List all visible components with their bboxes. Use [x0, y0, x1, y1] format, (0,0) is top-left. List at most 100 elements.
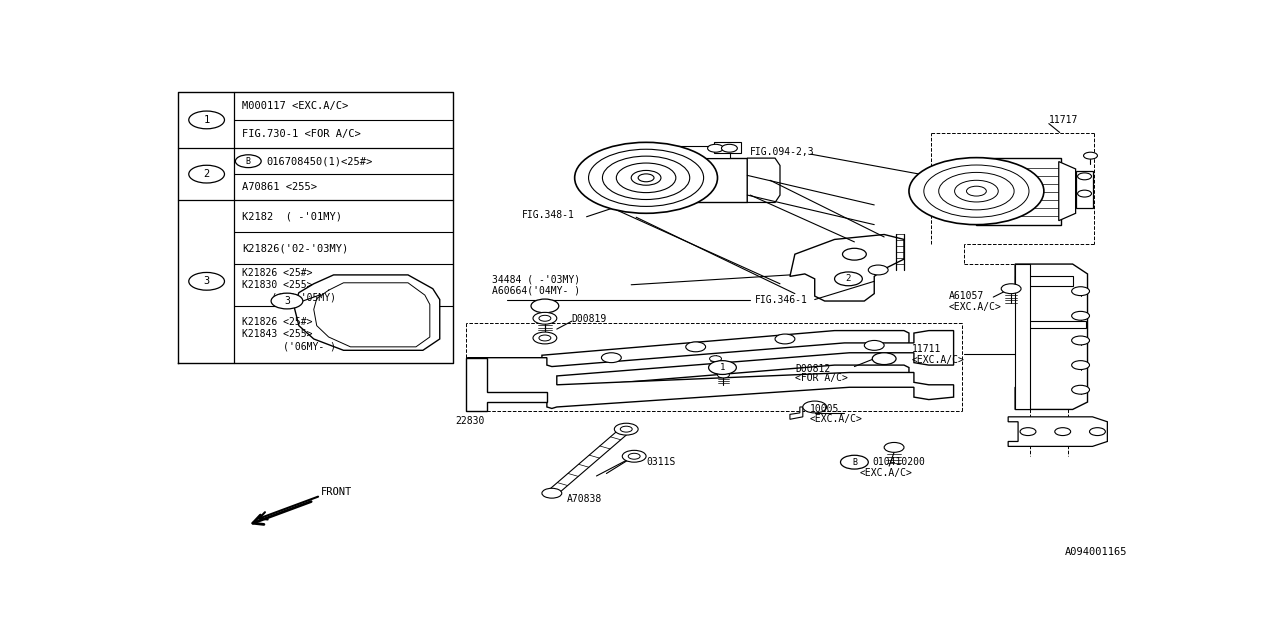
Text: K21830 <255>: K21830 <255>	[242, 280, 312, 290]
Polygon shape	[294, 275, 440, 350]
Circle shape	[1001, 284, 1021, 294]
Circle shape	[589, 149, 704, 207]
Circle shape	[188, 273, 224, 290]
Circle shape	[188, 165, 224, 183]
Polygon shape	[1059, 161, 1075, 221]
Text: M000117 <EXC.A/C>: M000117 <EXC.A/C>	[242, 100, 348, 111]
Circle shape	[532, 332, 557, 344]
Circle shape	[1084, 152, 1097, 159]
Text: ('04-'05MY): ('04-'05MY)	[242, 292, 337, 302]
Polygon shape	[467, 331, 954, 408]
Polygon shape	[467, 331, 909, 398]
Circle shape	[1071, 361, 1089, 369]
Circle shape	[614, 423, 639, 435]
Bar	[648, 158, 748, 202]
Bar	[1075, 172, 1093, 209]
Bar	[1028, 321, 1085, 328]
Bar	[1015, 264, 1030, 410]
Circle shape	[835, 272, 863, 285]
Text: D00812: D00812	[795, 364, 831, 374]
Polygon shape	[466, 358, 547, 411]
Text: FIG.346-1: FIG.346-1	[755, 294, 808, 305]
Circle shape	[532, 312, 557, 324]
Circle shape	[803, 401, 827, 413]
Bar	[713, 142, 741, 153]
Text: ('06MY- ): ('06MY- )	[242, 342, 337, 351]
Text: B: B	[852, 458, 856, 467]
Circle shape	[622, 451, 646, 462]
Circle shape	[842, 248, 867, 260]
Circle shape	[531, 299, 559, 313]
Text: D00819: D00819	[572, 314, 607, 324]
Text: K2182  ( -'01MY): K2182 ( -'01MY)	[242, 211, 342, 221]
Circle shape	[271, 293, 303, 309]
Text: 10005: 10005	[810, 404, 840, 415]
Circle shape	[864, 340, 884, 350]
Circle shape	[1089, 428, 1106, 436]
Circle shape	[776, 334, 795, 344]
Text: 3: 3	[284, 296, 289, 306]
Text: <EXC.A/C>: <EXC.A/C>	[810, 414, 863, 424]
Polygon shape	[748, 158, 780, 202]
Circle shape	[686, 342, 705, 352]
Circle shape	[617, 163, 676, 193]
Text: K21826 <25#>: K21826 <25#>	[242, 268, 312, 278]
Circle shape	[631, 170, 660, 185]
Circle shape	[884, 442, 904, 452]
Circle shape	[1055, 428, 1070, 436]
Circle shape	[236, 155, 261, 168]
Circle shape	[1020, 428, 1036, 436]
Circle shape	[541, 488, 562, 498]
Bar	[977, 157, 1061, 225]
Circle shape	[841, 455, 868, 469]
Text: 1: 1	[719, 363, 726, 372]
Polygon shape	[1015, 264, 1088, 410]
Circle shape	[188, 111, 224, 129]
Text: FIG.094-2,3: FIG.094-2,3	[750, 147, 815, 157]
Polygon shape	[1009, 417, 1107, 447]
Text: <EXC.A/C>: <EXC.A/C>	[948, 303, 1001, 312]
Circle shape	[718, 372, 730, 378]
Text: <EXC.A/C>: <EXC.A/C>	[911, 355, 965, 365]
Text: B: B	[246, 157, 251, 166]
Text: FRONT: FRONT	[321, 486, 352, 497]
Circle shape	[1071, 385, 1089, 394]
Text: 2: 2	[204, 169, 210, 179]
Text: 2: 2	[846, 275, 851, 284]
Circle shape	[575, 142, 718, 213]
Circle shape	[709, 356, 722, 362]
Text: A094001165: A094001165	[1065, 547, 1128, 557]
Circle shape	[708, 144, 723, 152]
Polygon shape	[790, 234, 904, 301]
Circle shape	[1071, 287, 1089, 296]
Text: 0311S: 0311S	[646, 457, 676, 467]
Text: 3: 3	[204, 276, 210, 286]
Circle shape	[1071, 312, 1089, 320]
Text: 34484 ( -'03MY): 34484 ( -'03MY)	[493, 275, 580, 285]
Circle shape	[602, 353, 621, 363]
Circle shape	[639, 174, 654, 182]
Text: FIG.348-1: FIG.348-1	[522, 210, 575, 220]
Text: <EXC.A/C>: <EXC.A/C>	[859, 468, 913, 478]
Text: A70838: A70838	[567, 494, 602, 504]
Text: <FOR A/C>: <FOR A/C>	[795, 373, 847, 383]
Text: 22830: 22830	[456, 416, 485, 426]
Text: 11717: 11717	[1048, 115, 1078, 125]
Text: K21826 <25#>: K21826 <25#>	[242, 317, 312, 327]
Circle shape	[709, 361, 736, 374]
Text: 1: 1	[204, 115, 210, 125]
Circle shape	[603, 156, 690, 200]
Circle shape	[909, 157, 1044, 225]
Text: 010410200: 010410200	[872, 457, 925, 467]
Circle shape	[872, 353, 896, 365]
Text: A60664('04MY- ): A60664('04MY- )	[493, 285, 580, 295]
Bar	[666, 146, 731, 158]
Circle shape	[868, 265, 888, 275]
Text: K21826('02-'03MY): K21826('02-'03MY)	[242, 243, 348, 253]
Text: K21843 <255>: K21843 <255>	[242, 330, 312, 339]
Circle shape	[722, 144, 737, 152]
Text: A61057: A61057	[948, 291, 984, 301]
Text: 016708450(1)<25#>: 016708450(1)<25#>	[266, 156, 372, 166]
Bar	[1015, 276, 1073, 286]
Text: 11711: 11711	[911, 344, 941, 355]
